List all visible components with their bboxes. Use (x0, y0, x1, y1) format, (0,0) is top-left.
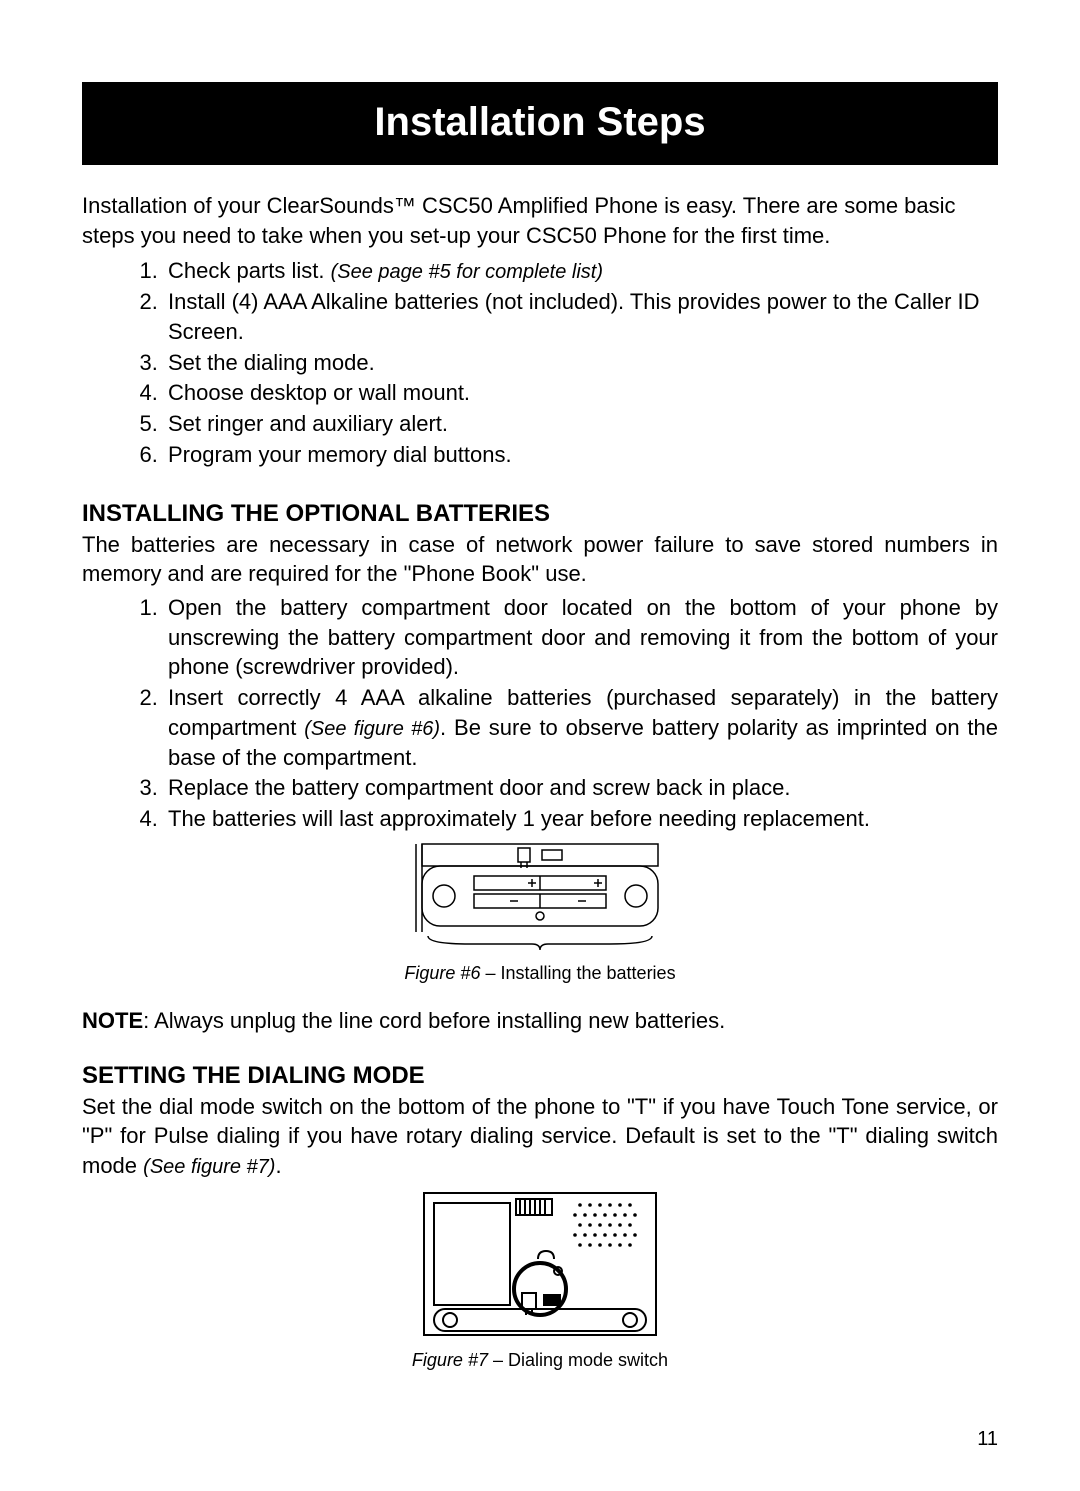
figure-7-wrap: Figure #7 – Dialing mode switch (82, 1189, 998, 1371)
step-1-text: Check parts list. (168, 258, 331, 283)
page-title: Installation Steps (374, 100, 705, 144)
intro-paragraph: Installation of your ClearSounds™ CSC50 … (82, 191, 998, 250)
figure-6-caption: Figure #6 – Installing the batteries (82, 963, 998, 984)
batt-step-4: The batteries will last approximately 1 … (164, 804, 998, 834)
note-line: NOTE: Always unplug the line cord before… (82, 1008, 998, 1034)
batt-step-3: Replace the battery compartment door and… (164, 773, 998, 803)
batteries-heading: INSTALLING THE OPTIONAL BATTERIES (82, 500, 998, 528)
batt-step-2: Insert correctly 4 AAA alkaline batterie… (164, 683, 998, 772)
step-1: Check parts list. (See page #5 for compl… (164, 256, 998, 286)
step-2: Install (4) AAA Alkaline batteries (not … (164, 287, 998, 346)
step-4: Choose desktop or wall mount. (164, 378, 998, 408)
dialing-para-c: . (275, 1153, 281, 1178)
batt-step-1: Open the battery compartment door locate… (164, 593, 998, 682)
figure-6-label: Figure #6 (404, 963, 480, 983)
dialing-heading: SETTING THE DIALING MODE (82, 1062, 998, 1090)
note-label: NOTE (82, 1008, 143, 1033)
step-6: Program your memory dial buttons. (164, 440, 998, 470)
batteries-steps: Open the battery compartment door locate… (82, 593, 998, 834)
figure-7-caption: Figure #7 – Dialing mode switch (82, 1350, 998, 1371)
figure-6-wrap: Figure #6 – Installing the batteries (82, 842, 998, 984)
dialing-para: Set the dial mode switch on the bottom o… (82, 1092, 998, 1181)
page-number: 11 (977, 1428, 998, 1451)
figure-6-text: – Installing the batteries (480, 963, 675, 983)
figure-7-label: Figure #7 (412, 1350, 488, 1370)
page-title-bar: Installation Steps (82, 82, 998, 165)
note-text: : Always unplug the line cord before ins… (143, 1008, 725, 1033)
batteries-intro: The batteries are necessary in case of n… (82, 530, 998, 589)
figure-7-text: – Dialing mode switch (488, 1350, 668, 1370)
batt-step-2b: (See figure #6) (304, 718, 440, 740)
step-5: Set ringer and auxiliary alert. (164, 409, 998, 439)
step-1-ref: (See page #5 for complete list) (331, 261, 603, 283)
main-steps-list: Check parts list. (See page #5 for compl… (82, 256, 998, 469)
step-3: Set the dialing mode. (164, 348, 998, 378)
figure-7-diagram (420, 1189, 660, 1339)
dialing-para-b: (See figure #7) (143, 1156, 275, 1178)
figure-6-diagram (410, 842, 670, 952)
